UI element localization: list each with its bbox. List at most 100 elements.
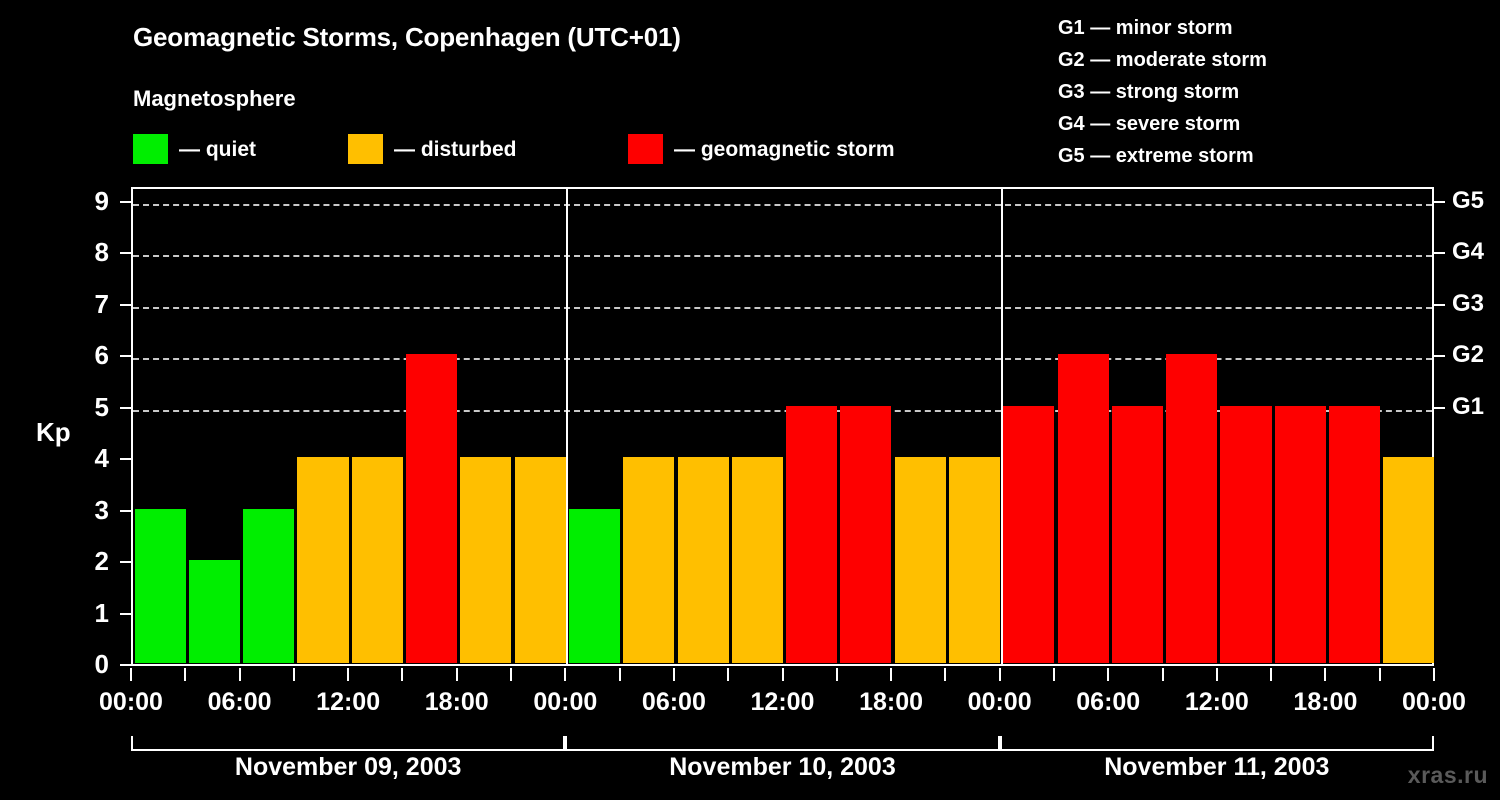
bar[interactable] [948,457,1001,663]
x-tick-label-6: 12:00 [750,688,815,716]
gridline-kp-8 [133,255,1432,258]
date-bracket-2 [999,736,1434,751]
x-tick-label-5: 06:00 [641,688,706,716]
date-label-2: November 11, 2003 [1104,753,1330,781]
y-tick-label-2: 2 [94,546,109,577]
bar[interactable] [894,457,946,663]
g-legend-row-g1: G1 — minor storm [1058,17,1233,39]
x-tick-label-8: 00:00 [967,688,1032,716]
bar[interactable] [568,508,620,663]
y-tick-label-1: 1 [94,597,109,628]
bar[interactable] [786,405,838,663]
date-label-1: November 10, 2003 [669,753,896,781]
date-bracket-1 [565,736,1000,751]
bar[interactable] [1057,354,1109,663]
g-tick-mark-g5 [1434,201,1445,203]
x-tick-mark-12 [781,668,784,681]
g-tick-mark-g3 [1434,303,1445,306]
x-tick-mark-10 [672,668,675,681]
x-tick-label-4: 00:00 [533,688,598,716]
x-tick-label-1: 06:00 [207,688,272,716]
x-tick-mark-23 [1378,668,1381,681]
legend-swatch-quiet [133,134,168,164]
legend-entry-geomagnetic-storm[interactable]: — geomagnetic storm [628,134,895,164]
gridline-kp-6 [133,358,1432,361]
g-tick-label-g3: G3 [1452,289,1485,317]
g-scale-legend: G1 — minor storm G2 — moderate storm G3 — … [1058,12,1478,172]
page-title: Geomagnetic Storms, Copenhagen (UTC+01) [133,22,681,52]
y-tick-mark-5 [120,406,131,409]
bar[interactable] [1166,354,1218,663]
x-tick-mark-5 [401,668,404,681]
plot-inner [133,189,1435,664]
y-axis-label: Kp [36,417,71,447]
x-tick-mark-16 [998,668,1001,681]
bar[interactable] [1274,405,1326,663]
legend-label-geomagnetic-storm: — geomagnetic storm [674,137,895,161]
y-tick-label-6: 6 [94,340,109,371]
x-tick-label-3: 18:00 [424,688,489,716]
x-tick-mark-0 [130,668,132,681]
g-tick-mark-g2 [1434,355,1445,358]
y-tick-label-8: 8 [94,237,109,268]
bar[interactable] [731,457,783,663]
x-tick-mark-9 [618,668,621,681]
bar[interactable] [134,508,186,663]
g-legend-row-g4: G4 — severe storm [1058,113,1241,135]
g-tick-mark-g4 [1434,252,1445,255]
y-tick-mark-1 [120,612,131,615]
y-tick-mark-2 [120,561,131,564]
bar[interactable] [406,354,458,663]
bar[interactable] [840,405,892,663]
bar[interactable] [1383,457,1435,663]
bar[interactable] [623,457,675,663]
g-legend-row-g5: G5 — extreme storm [1058,145,1254,167]
y-tick-mark-6 [120,355,131,358]
x-tick-mark-7 [510,668,513,681]
g-tick-label-g4: G4 [1452,238,1485,266]
x-tick-mark-17 [1052,668,1055,681]
x-tick-label-12: 00:00 [1402,688,1466,716]
legend-swatch-disturbed [348,134,383,164]
x-tick-mark-21 [1270,668,1273,681]
bar[interactable] [351,457,403,663]
gridline-kp-7 [133,306,1432,309]
plot-area [131,187,1435,666]
x-tick-mark-19 [1161,668,1164,681]
x-tick-label-11: 18:00 [1293,688,1358,716]
y-tick-label-7: 7 [94,288,109,319]
x-tick-mark-18 [1107,668,1110,681]
g-tick-label-g1: G1 [1452,392,1485,420]
day-separator-1 [566,189,569,664]
x-tick-label-2: 12:00 [316,688,381,716]
bar[interactable] [514,457,566,663]
y-tick-mark-9 [120,201,131,203]
x-tick-label-10: 12:00 [1184,688,1249,716]
bar[interactable] [677,457,729,663]
gridline-kp-9 [133,204,1432,206]
x-tick-label-0: 00:00 [99,688,163,716]
legend-entry-disturbed[interactable]: — disturbed [348,134,517,164]
x-tick-mark-20 [1215,668,1218,681]
bar[interactable] [1111,405,1163,663]
x-tick-label-9: 06:00 [1076,688,1141,716]
magnetosphere-label: Magnetosphere [133,86,296,111]
x-tick-mark-6 [455,668,458,681]
legend-label-disturbed: — disturbed [394,137,517,161]
x-tick-label-7: 18:00 [859,688,924,716]
bar[interactable] [243,508,295,663]
x-tick-mark-3 [292,668,295,681]
bar[interactable] [1329,405,1381,663]
bar[interactable] [1003,405,1055,663]
watermark: xras.ru [1407,762,1488,788]
bar[interactable] [460,457,512,663]
g-legend-row-g2: G2 — moderate storm [1058,49,1267,71]
y-tick-label-3: 3 [94,494,109,525]
x-tick-mark-11 [727,668,730,681]
bar[interactable] [1220,405,1272,663]
g-tick-label-g2: G2 [1452,341,1485,369]
bar[interactable] [188,560,240,663]
legend-entry-quiet[interactable]: — quiet [133,134,256,164]
bar[interactable] [297,457,349,663]
